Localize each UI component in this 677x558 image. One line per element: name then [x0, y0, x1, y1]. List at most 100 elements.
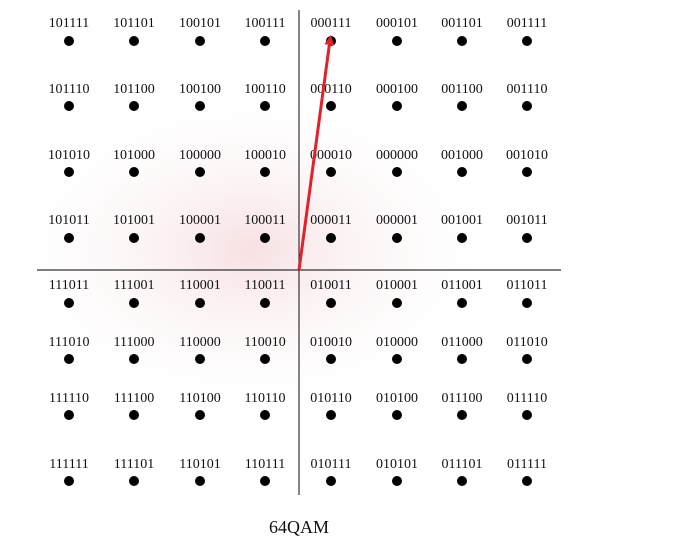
symbol-label: 110111 [245, 457, 285, 472]
symbol-label: 101010 [48, 148, 90, 163]
symbol-point [457, 354, 467, 364]
symbol-point [392, 298, 402, 308]
symbol-point [129, 101, 139, 111]
symbol-point [326, 298, 336, 308]
symbol-label: 001111 [507, 16, 547, 31]
caption: 64QAM [269, 517, 329, 537]
symbol-point [326, 476, 336, 486]
symbol-point [64, 410, 74, 420]
symbol-label: 110110 [245, 391, 286, 406]
symbol-label: 111000 [114, 335, 155, 350]
symbol-point [260, 167, 270, 177]
symbol-label: 000011 [310, 213, 351, 228]
symbol-label: 110011 [245, 278, 286, 293]
symbol-point [392, 167, 402, 177]
symbol-point [129, 354, 139, 364]
symbol-point [64, 298, 74, 308]
symbol-point [457, 36, 467, 46]
symbol-point [260, 298, 270, 308]
symbol-point [195, 476, 205, 486]
symbol-label: 100000 [179, 148, 221, 163]
symbol-point [260, 233, 270, 243]
symbol-point [326, 101, 336, 111]
symbol-label: 110100 [179, 391, 220, 406]
symbol-point [457, 410, 467, 420]
symbol-point [457, 233, 467, 243]
symbol-label: 011101 [442, 457, 483, 472]
symbol-label: 110000 [179, 335, 220, 350]
symbol-label: 111011 [49, 278, 89, 293]
symbol-label: 010001 [376, 278, 418, 293]
symbol-label: 111001 [114, 278, 155, 293]
symbol-label: 010011 [310, 278, 351, 293]
symbol-label: 100111 [245, 16, 286, 31]
symbol-label: 001001 [441, 213, 483, 228]
symbol-label: 001100 [441, 82, 482, 97]
symbol-point [64, 101, 74, 111]
symbol-label: 000110 [310, 82, 351, 97]
symbol-point [457, 101, 467, 111]
symbol-point [195, 354, 205, 364]
symbol-point [392, 410, 402, 420]
symbol-point [260, 476, 270, 486]
symbol-label: 110010 [244, 335, 285, 350]
symbol-label: 011000 [441, 335, 482, 350]
symbol-label: 100100 [179, 82, 221, 97]
symbol-label: 001101 [441, 16, 482, 31]
symbol-label: 001010 [506, 148, 548, 163]
symbol-point [522, 167, 532, 177]
symbol-label: 010000 [376, 335, 418, 350]
symbol-label: 100110 [244, 82, 285, 97]
symbol-label: 010101 [376, 457, 418, 472]
symbol-label: 110001 [179, 278, 220, 293]
symbol-label: 111110 [49, 391, 89, 406]
symbol-point [522, 36, 532, 46]
symbol-label: 010100 [376, 391, 418, 406]
symbol-label: 101000 [113, 148, 155, 163]
symbol-point [260, 410, 270, 420]
symbol-point [260, 36, 270, 46]
symbol-point [129, 233, 139, 243]
symbol-point [457, 476, 467, 486]
symbol-point [260, 101, 270, 111]
symbol-label: 101001 [113, 213, 155, 228]
constellation: 101111 101101 100101 100111 000111 000101 0011… [48, 16, 548, 486]
symbol-point [326, 410, 336, 420]
symbol-label: 000000 [376, 148, 418, 163]
symbol-label: 000111 [311, 16, 352, 31]
symbol-label: 010010 [310, 335, 352, 350]
symbol-label: 111101 [114, 457, 154, 472]
symbol-label: 011111 [507, 457, 547, 472]
symbol-point [195, 167, 205, 177]
symbol-point [129, 36, 139, 46]
symbol-point [522, 233, 532, 243]
symbol-label: 000101 [376, 16, 418, 31]
symbol-point [64, 233, 74, 243]
symbol-label: 001011 [506, 213, 547, 228]
symbol-point [326, 354, 336, 364]
symbol-point [392, 101, 402, 111]
symbol-point [64, 354, 74, 364]
symbol-point [522, 354, 532, 364]
symbol-label: 000001 [376, 213, 418, 228]
symbol-label: 101100 [113, 82, 154, 97]
symbol-point [522, 410, 532, 420]
symbol-point [260, 354, 270, 364]
background-watermark [0, 80, 510, 420]
symbol-label: 011100 [442, 391, 483, 406]
symbol-point [392, 36, 402, 46]
symbol-label: 101101 [113, 16, 154, 31]
symbol-label: 011010 [506, 335, 547, 350]
symbol-point [129, 410, 139, 420]
symbol-point [326, 167, 336, 177]
symbol-point [457, 167, 467, 177]
symbol-label: 101110 [49, 82, 90, 97]
symbol-point [129, 298, 139, 308]
symbol-point [392, 476, 402, 486]
vector-arrow [297, 35, 335, 271]
symbol-point [195, 298, 205, 308]
symbol-point [195, 101, 205, 111]
symbol-label: 001110 [507, 82, 548, 97]
symbol-point [64, 476, 74, 486]
symbol-label: 111010 [49, 335, 90, 350]
